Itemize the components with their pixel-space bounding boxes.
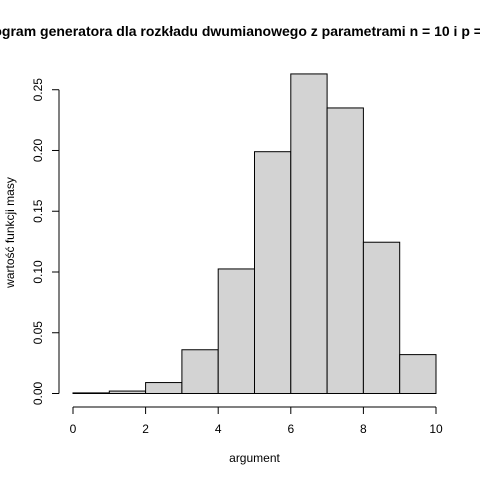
histogram-bar (290, 73, 328, 395)
y-tick-label: 0.05 (31, 321, 45, 345)
y-tick-label: 0.20 (31, 138, 45, 162)
y-tick-label: 0.25 (31, 78, 45, 102)
histogram-bar (254, 151, 292, 394)
x-axis: 0 2 4 6 8 10 (70, 406, 443, 436)
histogram-bar (108, 390, 147, 395)
x-axis-label: argument (229, 451, 280, 465)
y-tick-label: 0.00 (31, 381, 45, 405)
bars-group (72, 73, 437, 395)
histogram-bar (399, 354, 437, 394)
chart-title: Histogram generatora dla rozkładu dwumia… (0, 23, 480, 39)
histogram-bar (145, 382, 183, 394)
x-tick-label: 6 (287, 422, 294, 436)
x-tick-label: 8 (360, 422, 367, 436)
x-tick-label: 0 (70, 422, 77, 436)
histogram-bar (181, 349, 219, 394)
y-tick-label: 0.10 (31, 260, 45, 284)
y-axis-label: wartość funkcji masy (3, 177, 17, 289)
x-tick-label: 4 (215, 422, 222, 436)
x-tick-label: 2 (142, 422, 149, 436)
histogram-bar (326, 107, 364, 395)
histogram-bar (217, 268, 255, 394)
histogram-bar (362, 241, 401, 394)
histogram-bar (72, 392, 110, 395)
y-axis: 0.00 0.05 0.10 0.15 0.20 0.25 (31, 78, 60, 405)
x-tick-label: 10 (429, 422, 443, 436)
y-tick-label: 0.15 (31, 199, 45, 223)
